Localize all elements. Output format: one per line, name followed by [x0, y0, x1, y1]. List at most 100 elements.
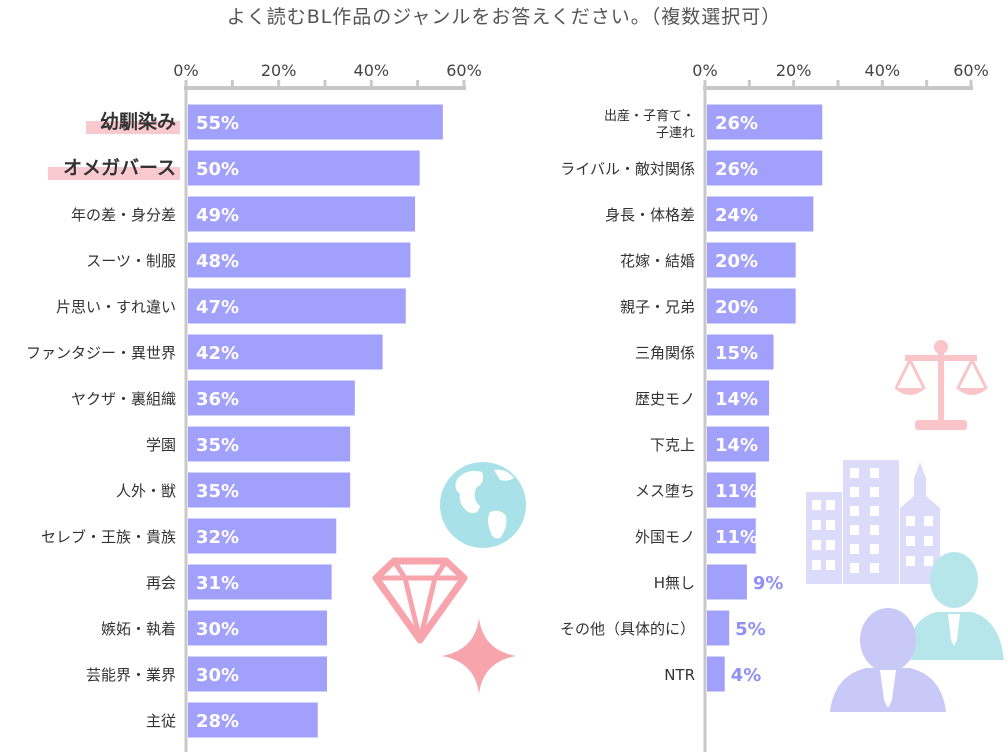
scales-icon — [894, 340, 988, 430]
diamond-icon — [372, 557, 468, 644]
bar — [188, 472, 351, 508]
left-chart: 0% 20% 40% 60% 幼馴染み 55% オメガバース 50% 年の差・身分差 49% スーツ… — [26, 61, 482, 752]
category-label: ヤクザ・裏組織 — [71, 390, 176, 408]
bar — [188, 564, 332, 600]
axis-tick-label: 20% — [261, 61, 297, 80]
category-label: 芸能界・業界 — [86, 666, 176, 684]
data-label: 47% — [196, 297, 239, 318]
category-label: 年の差・身分差 — [71, 206, 176, 224]
axis-tick-label: 0% — [173, 61, 198, 80]
bar — [707, 104, 823, 140]
data-label: 24% — [715, 205, 758, 226]
bar — [707, 426, 770, 462]
data-label: 31% — [196, 573, 239, 594]
category-label: 下克上 — [650, 436, 695, 454]
category-label: メス堕ち — [635, 482, 695, 500]
axis-tick-label: 0% — [692, 61, 717, 80]
axis-tick-label: 20% — [776, 61, 812, 80]
data-label: 15% — [715, 343, 758, 364]
data-label: 30% — [196, 665, 239, 686]
data-label: 26% — [715, 159, 758, 180]
category-label: 歴史モノ — [635, 390, 695, 408]
data-label: 42% — [196, 343, 239, 364]
category-label: 外国モノ — [635, 528, 695, 546]
bar — [188, 196, 416, 232]
data-label: 4% — [731, 665, 762, 686]
bar — [188, 104, 443, 140]
bar — [707, 610, 730, 646]
category-label: 主従 — [146, 712, 176, 730]
data-label: 20% — [715, 297, 758, 318]
category-label: H無し — [654, 574, 695, 592]
category-label: 三角関係 — [635, 344, 695, 362]
bar — [707, 196, 814, 232]
data-label: 20% — [715, 251, 758, 272]
bar — [188, 242, 411, 278]
category-label: 出産・子育て・子連れ — [604, 108, 695, 141]
category-highlight — [86, 121, 180, 134]
data-label: 50% — [196, 159, 239, 180]
data-label: 49% — [196, 205, 239, 226]
bar — [707, 472, 756, 508]
data-label: 48% — [196, 251, 239, 272]
category-label: セレブ・王族・貴族 — [41, 528, 176, 546]
data-label: 35% — [196, 481, 239, 502]
data-label: 14% — [715, 389, 758, 410]
data-label: 30% — [196, 619, 239, 640]
data-label: 14% — [715, 435, 758, 456]
data-label: 5% — [735, 619, 766, 640]
bar — [188, 610, 327, 646]
category-label: 人外・獣 — [116, 482, 176, 500]
bar — [707, 242, 796, 278]
bar — [188, 380, 355, 416]
category-label: 再会 — [146, 574, 176, 592]
category-label: オメガバース — [63, 157, 176, 179]
chart-title: よく読むBL作品のジャンルをお答えください。（複数選択可） — [226, 6, 782, 28]
category-label: スーツ・制服 — [86, 252, 176, 270]
data-label: 28% — [196, 711, 239, 732]
category-label: 花嫁・結婚 — [620, 252, 695, 270]
bar — [707, 150, 823, 186]
bar — [707, 380, 770, 416]
data-label: 36% — [196, 389, 239, 410]
category-label: NTR — [664, 666, 695, 684]
category-label: 幼馴染み — [100, 110, 176, 133]
right-chart: 0% 20% 40% 60% 出産・子育て・子連れ 26% ライバル・敵対関係 26% 身長・体… — [560, 61, 989, 752]
data-label: 55% — [196, 113, 239, 134]
axis-tick-label: 40% — [865, 61, 901, 80]
data-label: 26% — [715, 113, 758, 134]
bar — [707, 656, 725, 692]
category-label: 学園 — [146, 436, 176, 454]
category-label: 嫉妬・執着 — [101, 620, 176, 638]
globe-icon — [440, 462, 526, 548]
bar — [188, 334, 383, 370]
data-label: 11% — [715, 481, 758, 502]
bar — [707, 564, 747, 600]
businessman-icon — [830, 608, 946, 712]
bar — [188, 702, 318, 738]
category-label: 親子・兄弟 — [620, 298, 695, 316]
businessman-back-icon — [905, 552, 1004, 660]
buildings-icon — [806, 460, 940, 584]
category-label: 身長・体格差 — [605, 206, 695, 224]
category-label: ライバル・敵対関係 — [560, 160, 695, 178]
bar — [188, 426, 351, 462]
category-label: その他（具体的に） — [560, 620, 695, 638]
bar — [707, 288, 796, 324]
bar — [188, 518, 337, 554]
data-label: 32% — [196, 527, 239, 548]
sparkle-icon — [442, 618, 516, 694]
axis-tick-label: 60% — [446, 61, 482, 80]
category-highlight — [48, 167, 180, 180]
axis-tick-label: 60% — [953, 61, 989, 80]
data-label: 11% — [715, 527, 758, 548]
bar — [188, 150, 420, 186]
bar — [188, 656, 327, 692]
bar — [707, 518, 756, 554]
axis-tick-label: 40% — [354, 61, 390, 80]
category-label: 片思い・すれ違い — [56, 298, 176, 316]
data-label: 9% — [753, 573, 784, 594]
bar — [707, 334, 774, 370]
bar — [188, 288, 406, 324]
